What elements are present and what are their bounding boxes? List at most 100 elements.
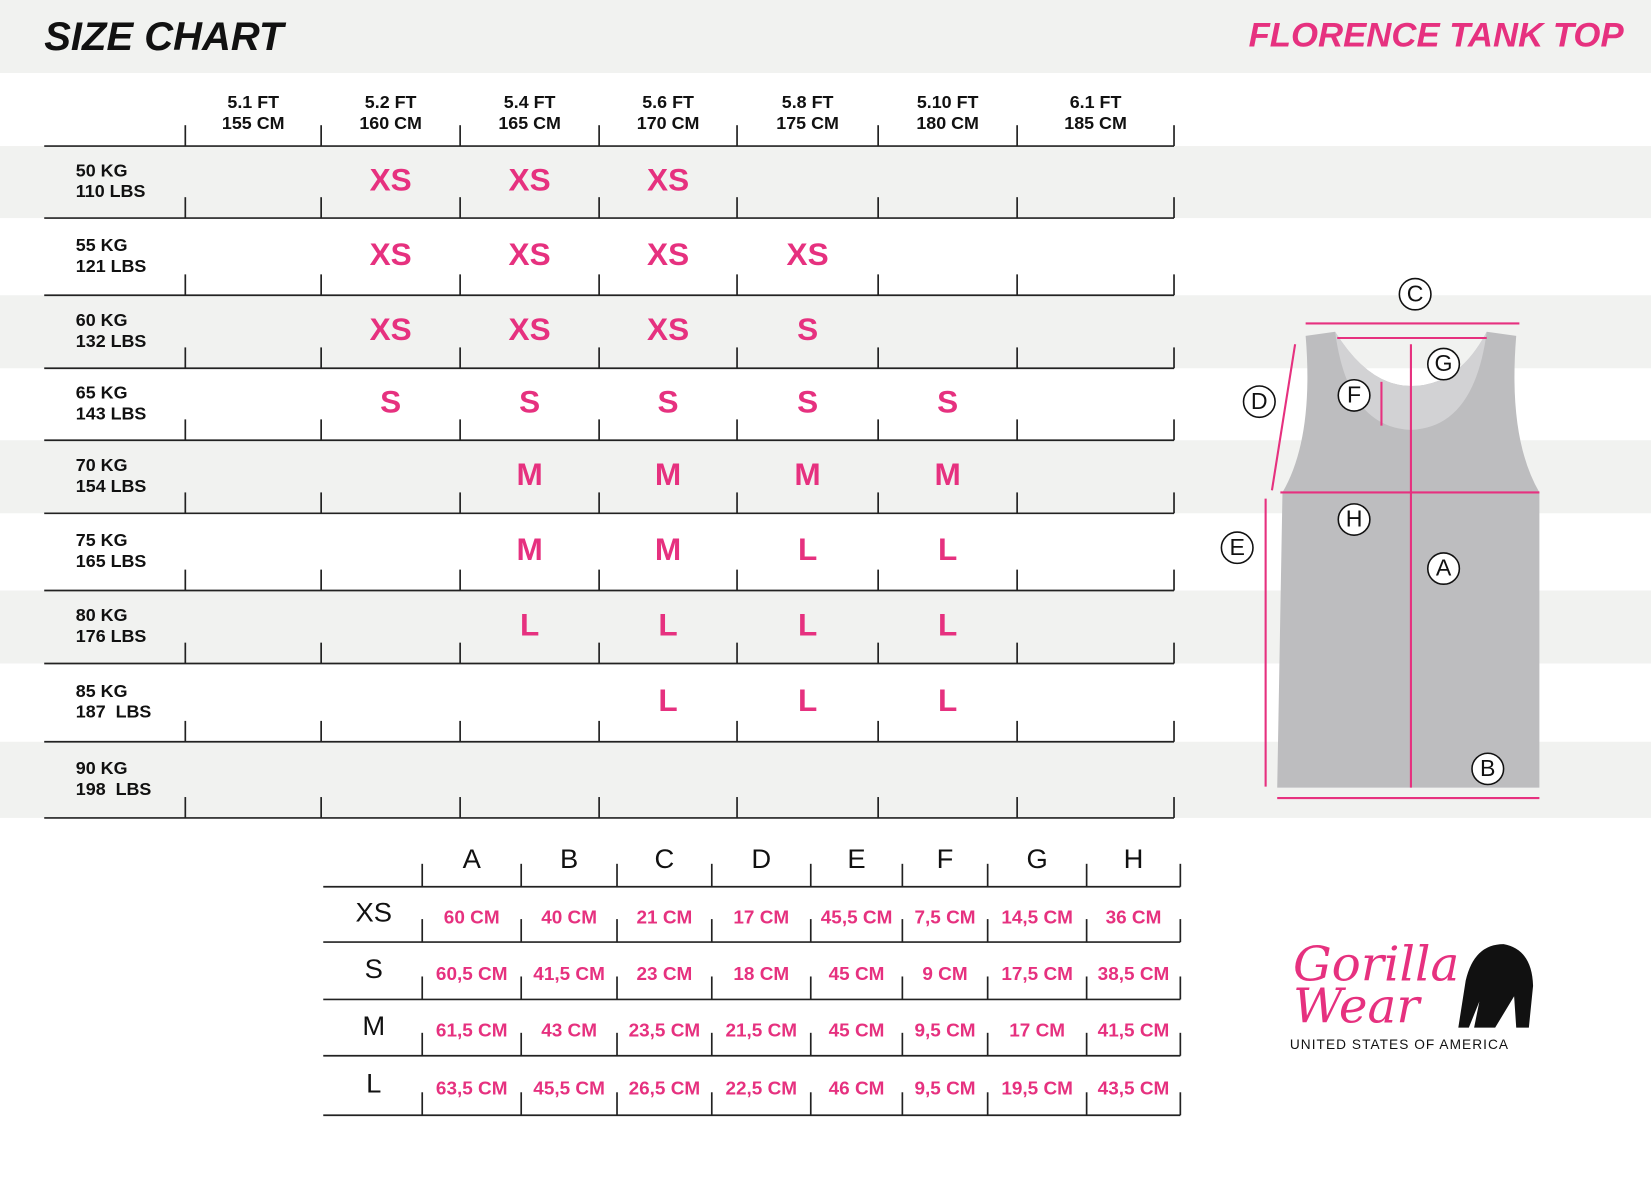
weight-label: 110 LBS [76, 181, 146, 201]
size-cell: XS [647, 237, 689, 272]
size-cell: XS [509, 312, 551, 347]
weight-label: 65 KG [76, 383, 128, 403]
height-label: 165 CM [498, 113, 561, 133]
weight-label: 198 LBS [76, 779, 152, 799]
tank-back [1335, 331, 1487, 430]
measure-value: 60,5 CM [436, 963, 508, 984]
measure-value: 21,5 CM [725, 1020, 797, 1041]
weight-label: 80 KG [76, 605, 128, 625]
size-cell: XS [647, 312, 689, 347]
size-cell: M [655, 532, 681, 567]
measure-value: 9 CM [922, 963, 967, 984]
callout-label: G [1435, 350, 1453, 376]
height-label: 180 CM [916, 113, 979, 133]
measure-value: 19,5 CM [1001, 1078, 1073, 1099]
size-cell: S [519, 385, 540, 420]
measure-value: 61,5 CM [436, 1020, 508, 1041]
callout-circle [1337, 503, 1371, 536]
logo: Gorilla Wear UNITED STATES OF AMERICA [1290, 937, 1534, 1052]
weight-label: 50 KG [76, 160, 128, 180]
measure-value: 7,5 CM [914, 907, 975, 928]
weight-label: 121 LBS [76, 256, 147, 276]
callout-circle [1220, 531, 1254, 565]
measure-value: 18 CM [733, 963, 789, 984]
callout-label: B [1480, 755, 1495, 781]
weight-label: 60 KG [76, 310, 128, 330]
measure-value: 17,5 CM [1001, 963, 1073, 984]
size-cell: M [934, 457, 960, 492]
size-cell: L [938, 607, 957, 642]
measure-letter: A [463, 843, 482, 874]
size-cell: M [655, 457, 681, 492]
height-label: 185 CM [1064, 113, 1127, 133]
weight-label: 176 LBS [76, 626, 147, 646]
size-cell: XS [370, 162, 412, 197]
measure-value: 26,5 CM [629, 1078, 701, 1099]
product-name: FLORENCE TANK TOP [1249, 17, 1625, 55]
measure-value: 45 CM [829, 963, 885, 984]
measure-value: 40 CM [541, 907, 597, 928]
height-label: 5.1 FT [227, 92, 279, 112]
weight-label: 165 LBS [76, 551, 147, 571]
measure-value: 45,5 CM [821, 907, 893, 928]
size-cell: M [794, 457, 820, 492]
callout-label: A [1436, 555, 1452, 581]
size-label: M [362, 1010, 385, 1041]
height-label: 160 CM [359, 113, 422, 133]
measure-value: 45 CM [829, 1020, 885, 1041]
measure-value: 46 CM [829, 1078, 885, 1099]
size-cell: L [658, 683, 677, 718]
height-label: 155 CM [222, 113, 285, 133]
measure-letter: D [751, 843, 771, 874]
callout-label: F [1347, 382, 1361, 408]
measure-value: 43 CM [541, 1020, 597, 1041]
measure-letter: F [937, 843, 954, 874]
size-cell: L [798, 683, 817, 718]
measure-value: 43,5 CM [1098, 1078, 1170, 1099]
gorilla-icon [1458, 944, 1534, 1028]
row-band [0, 295, 1651, 369]
size-cell: S [658, 385, 679, 420]
callout-label: E [1229, 534, 1244, 560]
weight-label: 90 KG [76, 758, 128, 778]
size-cell: L [938, 683, 957, 718]
height-label: 170 CM [637, 113, 700, 133]
header-band [0, 0, 1651, 74]
callout-label: D [1251, 388, 1268, 414]
size-cell: L [938, 532, 957, 567]
tank-body [1277, 331, 1540, 788]
size-label: S [365, 953, 383, 984]
measure-letter: G [1026, 843, 1047, 874]
size-cell: XS [509, 162, 551, 197]
size-cell: S [937, 385, 958, 420]
size-cell: XS [787, 237, 829, 272]
size-cell: L [658, 607, 677, 642]
logo-tagline: UNITED STATES OF AMERICA [1290, 1037, 1509, 1052]
height-label: 6.1 FT [1070, 92, 1122, 112]
size-cell: XS [370, 312, 412, 347]
measure-letter: E [847, 843, 865, 874]
callout-label: C [1407, 280, 1424, 306]
size-label: XS [356, 897, 393, 928]
height-label: 5.2 FT [365, 92, 417, 112]
height-label: 5.8 FT [782, 92, 834, 112]
weight-label: 55 KG [76, 235, 128, 255]
size-cell: L [520, 607, 539, 642]
size-label: L [366, 1068, 381, 1099]
size-cell: S [797, 385, 818, 420]
measure-value: 21 CM [636, 907, 692, 928]
weight-label: 75 KG [76, 530, 128, 550]
measure-letter: B [560, 843, 578, 874]
height-label: 5.4 FT [504, 92, 556, 112]
weight-label: 70 KG [76, 455, 128, 475]
weight-label: 143 LBS [76, 403, 147, 423]
callout-circle [1426, 347, 1461, 381]
size-cell: XS [647, 162, 689, 197]
measure-value: 41,5 CM [1098, 1020, 1170, 1041]
measure-value: 9,5 CM [914, 1020, 975, 1041]
callout-circle [1398, 277, 1432, 311]
height-label: 175 CM [776, 113, 839, 133]
weight-label: 154 LBS [76, 476, 147, 496]
logo-line2: Wear [1293, 979, 1422, 1035]
